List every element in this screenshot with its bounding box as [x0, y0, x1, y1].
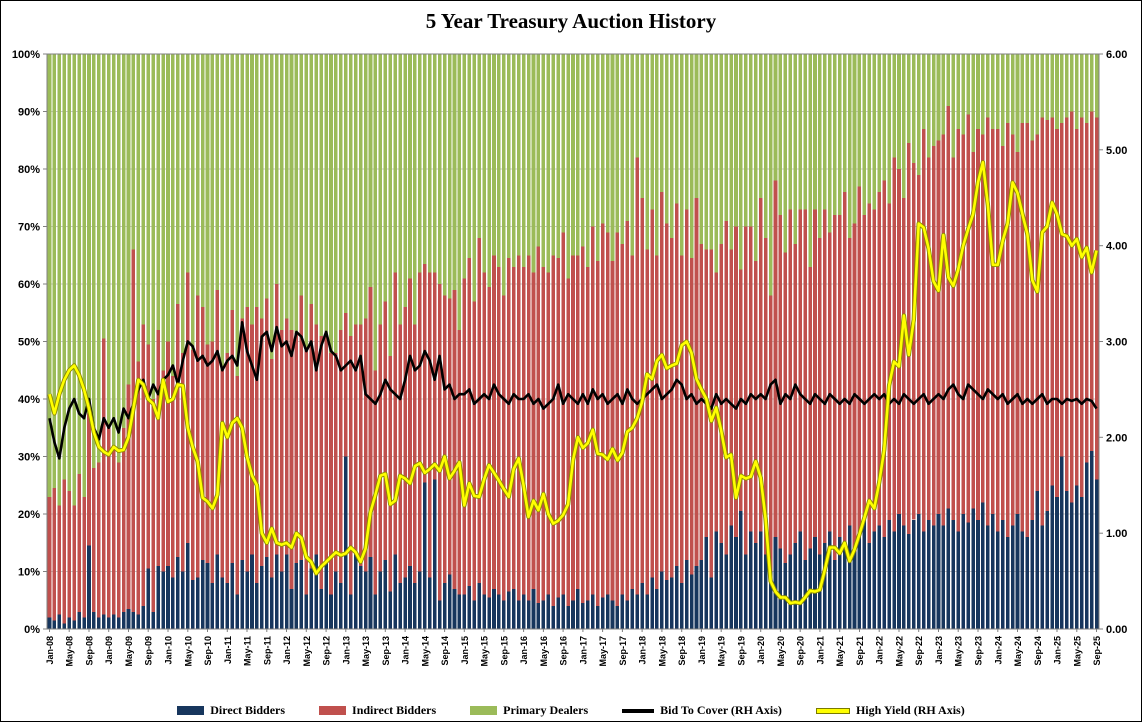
x-axis-tick-label: Jan-11 — [223, 636, 233, 664]
x-axis-tick-label: Sep-13 — [381, 636, 391, 666]
x-axis-tick-label: Sep-24 — [1033, 636, 1043, 666]
x-axis-tick-label: Jan-17 — [578, 636, 588, 665]
legend-label: Primary Dealers — [503, 703, 589, 717]
x-axis-tick-label: May-19 — [717, 636, 727, 667]
x-axis-tick-label: Jan-16 — [519, 636, 529, 665]
high-yield-line — [48, 161, 1098, 605]
left-axis-tick-label: 10% — [18, 567, 40, 579]
x-axis-tick-label: May-13 — [361, 636, 371, 667]
legend-item-high-yield-rh-axis: High Yield (RH Axis) — [815, 703, 965, 718]
legend-item-direct-bidders: Direct Bidders — [177, 703, 285, 718]
x-axis-tick-label: Sep-14 — [440, 636, 450, 666]
legend-item-bid-to-cover-rh-axis: Bid To Cover (RH Axis) — [622, 703, 782, 718]
x-axis-tick-label: May-21 — [835, 636, 845, 667]
x-axis-labels: Jan-08 May-08 Sep-08 Jan-09 May-09 Sep-09 Jan-… — [45, 629, 1102, 667]
x-axis-tick-label: Jan-12 — [282, 636, 292, 665]
x-axis-tick-label: May-18 — [657, 636, 667, 667]
x-axis-tick-label: May-25 — [1072, 636, 1082, 667]
x-axis-tick-label: Sep-19 — [736, 636, 746, 666]
x-axis-tick-label: May-22 — [895, 636, 905, 667]
x-axis-tick-label: Jan-08 — [45, 636, 55, 665]
right-axis-tick-label: 4.00 — [1106, 241, 1127, 253]
legend-item-indirect-bidders: Indirect Bidders — [319, 703, 436, 718]
right-axis-tick-label: 6.00 — [1106, 49, 1127, 61]
legend-item-primary-dealers: Primary Dealers — [470, 703, 588, 718]
legend-label: Indirect Bidders — [352, 703, 437, 717]
x-axis-tick-label: Sep-11 — [262, 636, 272, 665]
left-axis-labels: 0% 10% 20% 30% 40% 50% 60% 70% 80% 90% 100% — [12, 49, 47, 636]
x-axis-tick-label: Jan-22 — [875, 636, 885, 665]
x-axis-tick-label: Jan-24 — [993, 636, 1003, 665]
x-axis-tick-label: Jan-23 — [934, 636, 944, 665]
right-axis-tick-label: 3.00 — [1106, 337, 1127, 349]
x-axis-tick-label: Sep-16 — [559, 636, 569, 666]
right-axis-labels: 0.00 1.00 2.00 3.00 4.00 5.00 6.00 — [1099, 49, 1127, 636]
legend-label: Direct Bidders — [210, 703, 286, 717]
x-axis-tick-label: Sep-22 — [914, 636, 924, 666]
legend-label: High Yield (RH Axis) — [855, 703, 965, 717]
x-axis-tick-label: May-10 — [183, 636, 193, 667]
x-axis-tick-label: May-20 — [776, 636, 786, 667]
indirect-bidders-bars — [47, 105, 1099, 624]
x-axis-tick-label: May-23 — [954, 636, 964, 667]
x-axis-tick-label: May-08 — [65, 636, 75, 667]
x-axis-tick-label: May-12 — [302, 636, 312, 667]
x-axis-tick-label: Sep-12 — [322, 636, 332, 666]
legend-line-high-yield-rh-axis — [815, 707, 850, 714]
x-axis-tick-label: Jan-18 — [638, 636, 648, 665]
left-axis-tick-label: 100% — [12, 49, 40, 61]
right-axis-tick-label: 1.00 — [1106, 528, 1127, 540]
x-axis-tick-label: Jan-14 — [401, 636, 411, 665]
x-axis-tick-label: Sep-23 — [974, 636, 984, 666]
x-axis-tick-label: Sep-15 — [499, 636, 509, 666]
x-axis-tick-label: Jan-10 — [164, 636, 174, 665]
legend-swatch-indirect-bidders — [319, 706, 347, 715]
x-axis-tick-label: Jan-19 — [697, 636, 707, 665]
left-axis-tick-label: 30% — [18, 452, 40, 464]
x-axis-tick-label: Sep-21 — [855, 636, 865, 666]
x-axis-tick-label: Sep-17 — [618, 636, 628, 666]
bid-to-cover-line — [48, 320, 1098, 460]
x-axis-tick-label: Jan-15 — [460, 636, 470, 665]
left-axis-tick-label: 80% — [18, 164, 40, 176]
right-axis-tick-label: 2.00 — [1106, 432, 1127, 444]
legend-label: Bid To Cover (RH Axis) — [660, 703, 782, 717]
x-axis-tick-label: Sep-20 — [796, 636, 806, 666]
legend-swatch-direct-bidders — [177, 706, 205, 715]
x-axis-tick-label: May-24 — [1013, 636, 1023, 667]
x-axis-tick-label: May-17 — [598, 636, 608, 667]
chart-plot: 0% 10% 20% 30% 40% 50% 60% 70% 80% 90% 100% 0.00 1.0… — [12, 49, 1128, 667]
left-axis-tick-label: 20% — [18, 509, 40, 521]
direct-bidders-bars — [47, 450, 1099, 630]
x-axis-tick-label: May-14 — [420, 636, 430, 667]
x-axis-tick-label: Sep-18 — [677, 636, 687, 666]
x-axis-tick-label: Sep-25 — [1092, 636, 1102, 666]
primary-dealers-bars — [47, 54, 1099, 506]
right-axis-tick-label: 0.00 — [1106, 624, 1127, 636]
left-axis-tick-label: 90% — [18, 107, 40, 119]
x-axis-tick-label: Sep-09 — [144, 636, 154, 666]
legend-line-bid-to-cover-rh-axis — [622, 708, 655, 713]
left-axis-tick-label: 50% — [18, 337, 40, 349]
x-axis-tick-label: Sep-08 — [85, 636, 95, 666]
x-axis-tick-label: May-16 — [539, 636, 549, 667]
chart-legend: Direct Bidders Indirect Bidders Primary De… — [1, 703, 1141, 718]
left-axis-tick-label: 0% — [24, 624, 40, 636]
x-axis-tick-label: May-09 — [124, 636, 134, 667]
x-axis-tick-label: Jan-20 — [756, 636, 766, 665]
x-axis-tick-label: Sep-10 — [203, 636, 213, 666]
left-axis-tick-label: 40% — [18, 394, 40, 406]
chart-title: 5 Year Treasury Auction History — [425, 9, 717, 33]
x-axis-tick-label: Jan-21 — [815, 636, 825, 665]
x-axis-tick-label: May-15 — [480, 636, 490, 667]
x-axis-tick-label: Jan-13 — [341, 636, 351, 665]
left-axis-tick-label: 70% — [18, 222, 40, 234]
legend-swatch-primary-dealers — [470, 706, 498, 715]
x-axis-tick-label: May-11 — [243, 636, 253, 666]
x-axis-tick-label: Jan-09 — [104, 636, 114, 665]
x-axis-tick-label: Jan-25 — [1053, 636, 1063, 665]
left-axis-tick-label: 60% — [18, 279, 40, 291]
right-axis-tick-label: 5.00 — [1106, 145, 1127, 157]
